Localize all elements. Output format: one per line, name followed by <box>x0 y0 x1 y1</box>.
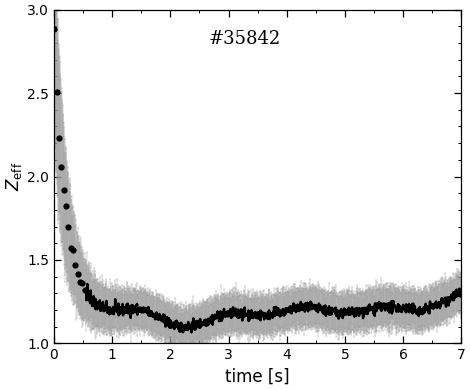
X-axis label: time [s]: time [s] <box>225 368 290 386</box>
Text: #35842: #35842 <box>209 30 281 48</box>
Y-axis label: $Z_{\mathrm{eff}}$: $Z_{\mathrm{eff}}$ <box>4 162 24 191</box>
